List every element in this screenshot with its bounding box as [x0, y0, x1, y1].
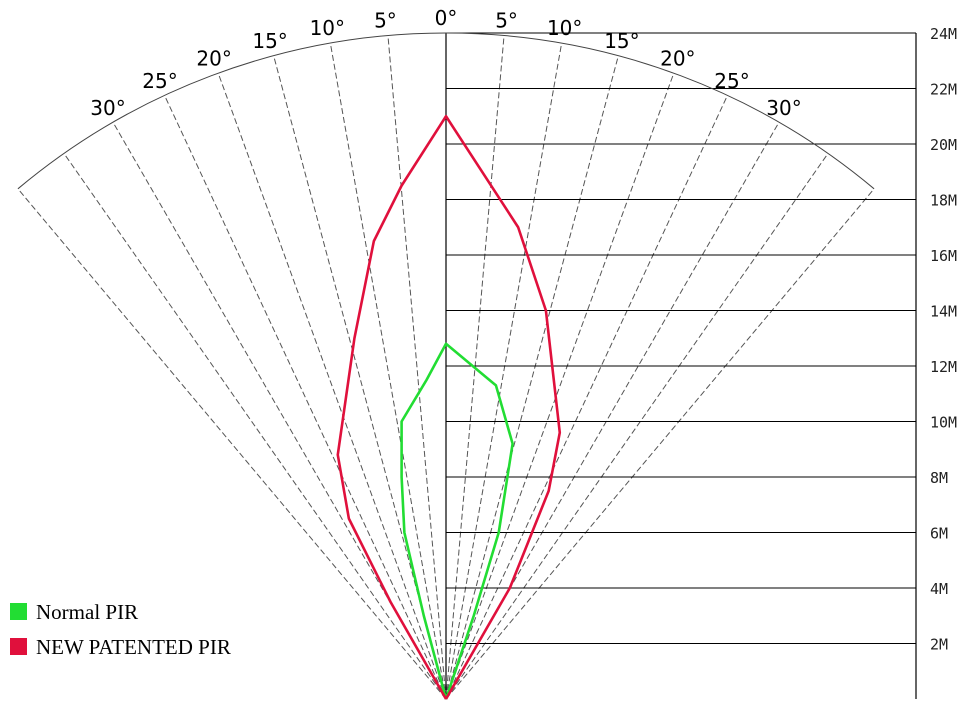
angle-label: 30°	[90, 96, 125, 120]
distance-grid	[445, 32, 917, 699]
angle-ray	[445, 153, 829, 700]
angle-ray	[329, 43, 447, 700]
distance-label: 18M	[930, 192, 957, 210]
angle-ray	[17, 188, 447, 700]
angle-label: 25°	[714, 69, 749, 93]
detection-patterns	[336, 114, 562, 700]
angle-ray	[445, 72, 675, 700]
distance-labels: 2M 4M 6M 8M 10M 12M 14M 16M 18M 20M 22M 24M	[930, 25, 957, 654]
angle-label: 10°	[547, 16, 582, 40]
angle-label: 20°	[660, 47, 695, 71]
angle-ray	[63, 153, 447, 700]
angle-ray	[445, 43, 563, 700]
angle-label: 30°	[766, 96, 801, 120]
distance-label: 24M	[930, 25, 957, 43]
angle-label: 10°	[310, 16, 345, 40]
new-patented-pir-pattern	[336, 114, 562, 700]
angle-ray	[164, 95, 447, 700]
distance-label: 16M	[930, 247, 957, 265]
angle-label: 15°	[252, 29, 287, 53]
distance-label: 4M	[930, 580, 948, 598]
legend-label: Normal PIR	[36, 600, 138, 624]
angle-ray	[445, 188, 875, 700]
angle-label: 15°	[604, 29, 639, 53]
angle-label: 5°	[495, 9, 518, 33]
range-arc	[17, 32, 875, 190]
distance-label: 2M	[930, 636, 948, 654]
distance-label: 22M	[930, 81, 957, 99]
angle-rays	[17, 33, 875, 700]
angle-ray	[387, 35, 447, 700]
angle-label: 20°	[196, 47, 231, 71]
distance-label: 10M	[930, 414, 957, 432]
angle-ray	[445, 95, 728, 700]
distance-label: 8M	[930, 469, 948, 487]
angle-ray	[217, 72, 447, 700]
angle-label: 0°	[435, 6, 458, 30]
range-arc-line	[17, 32, 875, 190]
legend-swatch	[10, 603, 27, 620]
distance-label: 20M	[930, 136, 957, 154]
distance-label: 14M	[930, 303, 957, 321]
legend: Normal PIR NEW PATENTED PIR	[10, 600, 231, 659]
distance-label: 6M	[930, 525, 948, 543]
normal-pir-pattern	[400, 342, 514, 700]
angle-label: 5°	[374, 9, 397, 33]
angle-labels: 30° 25° 20° 15° 10° 5° 0° 5° 10° 15° 20° 25° 30°	[90, 6, 801, 120]
legend-swatch	[10, 638, 27, 655]
legend-label: NEW PATENTED PIR	[36, 635, 231, 659]
angle-label: 25°	[142, 69, 177, 93]
distance-label: 12M	[930, 358, 957, 376]
angle-ray	[445, 55, 619, 700]
